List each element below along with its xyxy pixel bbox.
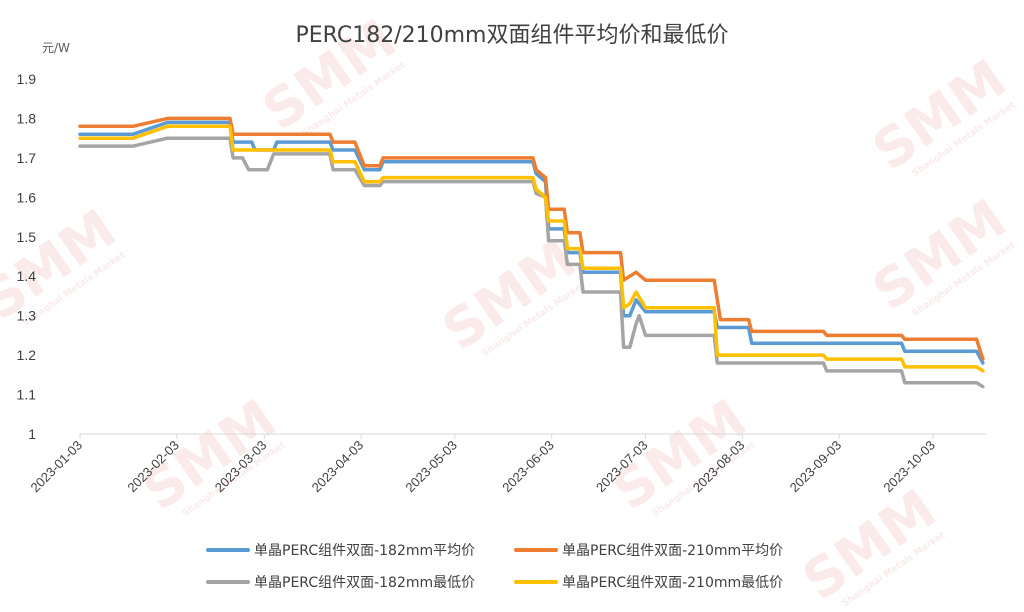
y-tick-label: 1.4	[17, 268, 37, 284]
y-tick-label: 1.6	[17, 189, 37, 205]
legend-label: 单晶PERC组件双面-182mm平均价	[254, 543, 475, 559]
x-tick-label: 2023-05-03	[402, 438, 460, 496]
series-line-3	[78, 136, 985, 389]
y-tick-label: 1.5	[17, 229, 37, 245]
x-tick-label: 2023-09-03	[787, 438, 845, 496]
y-tick-label: 1.1	[17, 387, 37, 403]
legend-item[interactable]: 单晶PERC组件双面-182mm平均价	[206, 543, 475, 559]
y-tick-label: 1.8	[17, 110, 37, 126]
series-line-4	[78, 124, 985, 373]
x-tick-label: 2023-06-03	[499, 438, 557, 496]
y-axis-unit-label: 元/W	[42, 41, 70, 55]
y-tick-label: 1.7	[17, 150, 37, 166]
y-tick-label: 1.3	[17, 308, 37, 324]
legend-item[interactable]: 单晶PERC组件双面-210mm最低价	[514, 575, 783, 591]
series-layer	[78, 116, 985, 389]
legend: 单晶PERC组件双面-182mm平均价 单晶PERC组件双面-210mm平均价单晶…	[206, 543, 783, 591]
y-tick-label: 1.2	[17, 347, 37, 363]
legend-label: 单晶PERC组件双面-182mm最低价	[254, 575, 475, 591]
y-tick-label: 1	[28, 426, 36, 442]
legend-label: 单晶PERC组件双面-210mm平均价	[562, 543, 783, 559]
x-tick-label: 2023-04-03	[309, 438, 367, 496]
chart-title: PERC182/210mm双面组件平均价和最低价	[296, 23, 729, 48]
legend-item[interactable]: 单晶PERC组件双面-210mm平均价	[514, 543, 783, 559]
legend-item[interactable]: 单晶PERC组件双面-182mm最低价	[206, 575, 475, 591]
x-tick-label: 2023-01-03	[27, 438, 85, 496]
legend-label: 单晶PERC组件双面-210mm最低价	[562, 575, 783, 591]
series-line-2	[78, 116, 985, 361]
y-tick-label: 1.9	[17, 71, 37, 87]
